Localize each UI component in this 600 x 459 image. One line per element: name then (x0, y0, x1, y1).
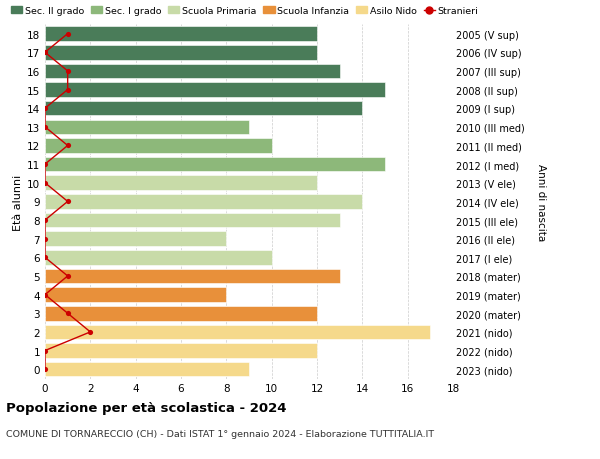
Point (63, 142, 73, 150)
Bar (45, 251, 272, 265)
Point (40, 105, 50, 112)
Bar (45, 232, 226, 246)
Point (63, 31, 73, 38)
Point (40, 254, 50, 262)
Bar (45, 139, 272, 153)
Text: Popolazione per età scolastica - 2024: Popolazione per età scolastica - 2024 (6, 402, 287, 414)
Bar (45, 269, 340, 284)
Bar (45, 213, 340, 228)
Point (63, 87, 73, 94)
Bar (45, 176, 317, 190)
Point (40, 50, 50, 57)
Bar (45, 362, 249, 377)
Bar (45, 306, 317, 321)
Bar (45, 46, 317, 61)
Bar (45, 157, 385, 172)
Bar (45, 65, 340, 79)
Bar (45, 120, 249, 135)
Point (63, 198, 73, 206)
Bar (45, 27, 317, 42)
Point (40, 124, 50, 131)
Point (63, 273, 73, 280)
Point (40, 161, 50, 168)
Legend: Sec. II grado, Sec. I grado, Scuola Primaria, Scuola Infanzia, Asilo Nido, Stran: Sec. II grado, Sec. I grado, Scuola Prim… (11, 7, 479, 16)
Bar (45, 325, 430, 339)
Bar (45, 195, 362, 209)
Point (40, 347, 50, 354)
Bar (45, 343, 317, 358)
Y-axis label: Anni di nascita: Anni di nascita (536, 163, 545, 241)
Point (63, 310, 73, 317)
Bar (45, 102, 362, 116)
Point (40, 235, 50, 243)
Text: COMUNE DI TORNARECCIO (CH) - Dati ISTAT 1° gennaio 2024 - Elaborazione TUTTITALI: COMUNE DI TORNARECCIO (CH) - Dati ISTAT … (6, 429, 434, 438)
Point (40, 179, 50, 187)
Point (63, 68, 73, 75)
Point (40, 217, 50, 224)
Point (40, 366, 50, 373)
Bar (45, 288, 226, 302)
Y-axis label: Età alunni: Età alunni (13, 174, 23, 230)
Bar (45, 83, 385, 98)
Point (40, 291, 50, 299)
Point (86, 329, 95, 336)
